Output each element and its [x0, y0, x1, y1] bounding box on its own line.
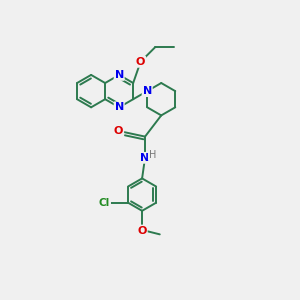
Text: H: H [149, 150, 156, 160]
Text: N: N [140, 153, 149, 163]
Text: N: N [142, 86, 152, 96]
Text: Cl: Cl [99, 198, 110, 208]
Text: N: N [115, 102, 124, 112]
Text: N: N [115, 70, 124, 80]
Text: O: O [137, 226, 147, 236]
Text: O: O [114, 126, 123, 136]
Text: O: O [136, 57, 145, 67]
